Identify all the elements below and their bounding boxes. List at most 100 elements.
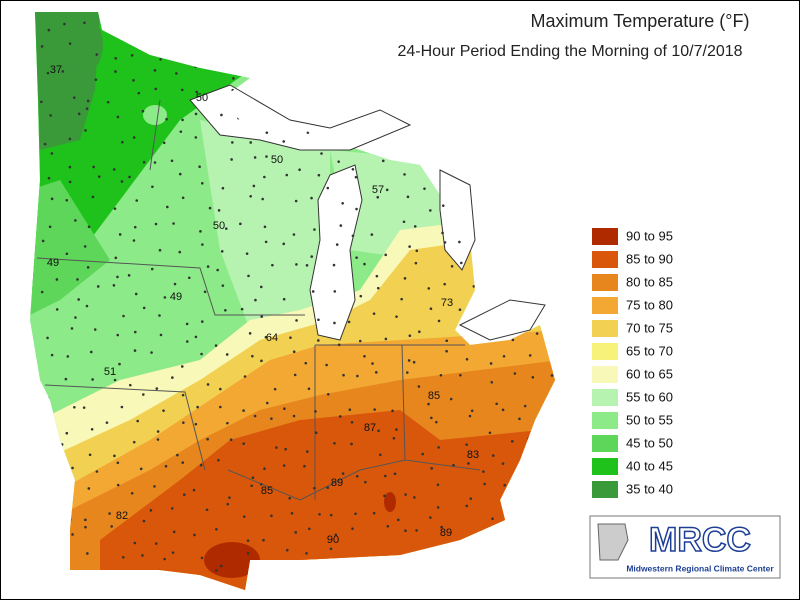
station-dot: [439, 373, 443, 377]
station-dot: [465, 357, 469, 361]
station-dot: [430, 416, 433, 420]
station-dot: [329, 547, 333, 551]
station-dot: [94, 78, 98, 81]
station-dot: [414, 261, 418, 265]
station-dot: [468, 414, 472, 418]
station-dot: [282, 464, 286, 467]
station-dot: [511, 338, 515, 342]
station-dot: [87, 487, 91, 490]
station-dot: [354, 512, 357, 516]
legend-swatch: [592, 251, 618, 268]
station-dot: [355, 256, 358, 259]
station-dot: [445, 349, 448, 353]
station-dot: [450, 264, 454, 268]
legend-swatch: [592, 481, 618, 498]
station-dot: [217, 209, 221, 212]
station-dot: [114, 256, 118, 260]
station-dot: [263, 467, 266, 470]
station-dot: [89, 350, 93, 354]
station-dot: [77, 112, 81, 116]
station-dot: [292, 350, 296, 354]
station-dot: [518, 417, 521, 421]
station-dot: [489, 362, 493, 365]
station-dot: [310, 196, 313, 200]
station-dot: [465, 443, 468, 446]
station-dot: [242, 442, 245, 445]
legend-swatch: [592, 228, 618, 245]
station-dot: [285, 173, 289, 177]
station-dot: [333, 290, 337, 293]
logo: MRCC Midwestern Regional Climate Center: [589, 515, 781, 579]
station-dot: [61, 70, 65, 73]
station-dot: [311, 290, 315, 293]
station-dot: [65, 198, 69, 202]
station-dot: [86, 266, 90, 269]
station-dot: [342, 373, 345, 377]
logo-name: MRCC: [649, 521, 751, 559]
station-dot: [510, 440, 514, 443]
station-dot: [437, 319, 441, 323]
legend: 90 to 95 85 to 90 80 to 85 75 to 80 70 to 75…: [592, 228, 673, 498]
station-dot: [307, 527, 311, 531]
station-dot: [40, 100, 43, 104]
station-dot: [314, 431, 318, 435]
legend-label: 80 to 85: [626, 274, 673, 289]
station-dot: [265, 131, 269, 134]
station-dot: [421, 452, 425, 456]
station-dot: [435, 420, 438, 424]
station-dot: [376, 286, 380, 290]
station-dot: [339, 224, 343, 227]
station-dot: [214, 569, 218, 572]
station-dot: [400, 297, 403, 301]
station-dot: [351, 234, 355, 238]
station-dot: [405, 371, 409, 374]
legend-swatch: [592, 458, 618, 475]
station-dot: [133, 330, 137, 334]
station-dot: [242, 515, 246, 518]
station-label: 85: [261, 485, 273, 497]
station-dot: [232, 77, 235, 80]
station-dot: [65, 252, 69, 256]
station-dot: [531, 375, 535, 379]
station-dot: [358, 339, 362, 343]
station-dot: [259, 285, 263, 289]
station-dot: [443, 241, 447, 244]
station-dot: [181, 118, 184, 122]
station-dot: [338, 415, 342, 418]
station-dot: [133, 541, 137, 545]
legend-label: 90 to 95: [626, 228, 673, 243]
station-dot: [270, 514, 273, 518]
station-dot: [341, 201, 344, 205]
station-dot: [418, 330, 421, 333]
station-dot: [375, 274, 379, 278]
station-dot: [392, 436, 396, 440]
station-dot: [393, 472, 397, 476]
station-dot: [270, 417, 273, 420]
station-dot: [472, 285, 476, 288]
station-dot: [326, 392, 330, 396]
station-dot: [412, 360, 416, 364]
station-dot: [403, 277, 407, 280]
station-dot: [458, 240, 461, 244]
lakes: [189, 84, 546, 341]
station-dot: [171, 376, 174, 379]
legend-swatch: [592, 366, 618, 383]
station-dot: [159, 333, 163, 337]
station-dot: [114, 70, 117, 73]
station-dot: [502, 354, 506, 358]
station-dot: [377, 429, 380, 433]
station-dot: [149, 509, 153, 512]
station-dot: [317, 173, 321, 177]
station-dot: [363, 262, 366, 266]
station-dot: [385, 188, 389, 192]
station-dot: [282, 297, 286, 301]
station-dot: [132, 136, 136, 139]
station-dot: [205, 508, 209, 512]
station-dot: [253, 156, 257, 159]
station-dot: [528, 354, 532, 357]
station-dot: [259, 482, 263, 486]
station-dot: [384, 474, 387, 478]
station-dot: [513, 372, 517, 375]
station-dot: [96, 285, 100, 288]
station-dot: [178, 172, 182, 176]
